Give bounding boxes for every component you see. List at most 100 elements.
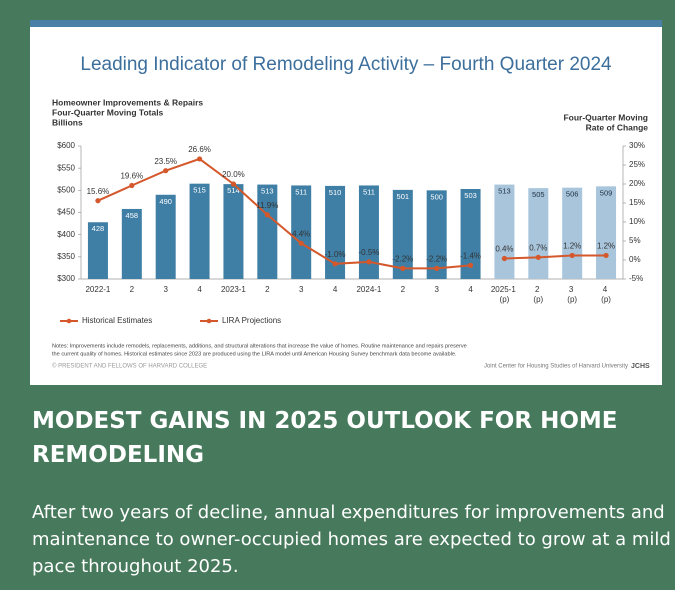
x-tick-label: 2 (p) xyxy=(533,285,543,304)
bar-value-label: 490 xyxy=(159,197,172,206)
y2-tick-label: 15% xyxy=(629,198,645,207)
legend-marker xyxy=(66,318,72,324)
x-tick-label: 2025-1 (p) xyxy=(491,285,518,304)
line-value-label: 26.6% xyxy=(188,145,211,154)
line-series xyxy=(97,157,471,270)
x-tick-label: 4 xyxy=(197,285,202,294)
top-bar xyxy=(30,20,662,27)
y2-axis-title: Rate of Change xyxy=(586,122,649,132)
line-point xyxy=(196,156,203,162)
y2-tick-label: 25% xyxy=(629,160,645,169)
y-axis-title: Four-Quarter Moving Totals xyxy=(52,107,164,117)
bar-value-label: 505 xyxy=(532,190,545,199)
y2-tick-label: -5% xyxy=(629,274,643,283)
line-value-label: -0.5% xyxy=(358,248,379,257)
bar-value-label: 513 xyxy=(261,187,274,196)
line-value-label: 1.2% xyxy=(563,242,581,251)
line-point xyxy=(535,254,541,260)
y2-tick-label: 10% xyxy=(629,217,645,226)
y-tick-label: $600 xyxy=(57,141,75,150)
bar xyxy=(223,184,244,279)
line-point xyxy=(95,198,101,204)
bar-value-label: 503 xyxy=(464,191,477,200)
y2-tick-label: 20% xyxy=(629,179,645,188)
bar-value-label: 500 xyxy=(430,192,443,201)
line-point xyxy=(298,240,304,246)
x-tick-label: 2 xyxy=(401,285,406,294)
x-tick-label: 3 xyxy=(434,285,439,294)
line-point xyxy=(569,252,575,259)
bar xyxy=(121,208,142,279)
y2-tick-label: 0% xyxy=(629,255,641,264)
line-point xyxy=(129,182,135,189)
legend-label: LIRA Projections xyxy=(222,316,281,325)
bar-value-label: 515 xyxy=(193,186,206,195)
chart: Leading Indicator of Remodeling Activity… xyxy=(30,20,662,370)
bar-value-label: 511 xyxy=(363,187,375,196)
bar-value-label: 501 xyxy=(397,192,410,201)
bar-value-label: 458 xyxy=(126,211,139,220)
line-value-label: -1.0% xyxy=(325,250,346,259)
y2-tick-label: 5% xyxy=(629,236,641,245)
line-point xyxy=(434,265,440,271)
bar xyxy=(460,189,481,279)
line-value-label: -1.4% xyxy=(460,251,481,260)
bar-value-label: 506 xyxy=(566,190,579,199)
bar xyxy=(87,222,108,279)
y-axis-title: Homeowner Improvements & Repairs xyxy=(52,97,203,107)
y-tick-label: $350 xyxy=(57,252,75,261)
y-tick-label: $300 xyxy=(57,274,75,283)
bar xyxy=(392,189,413,279)
bar xyxy=(426,190,447,279)
copyright: © PRESIDENT AND FELLOWS OF HARVARD COLLE… xyxy=(52,363,207,370)
x-tick-label: 2 xyxy=(130,285,135,294)
legend-marker xyxy=(206,318,212,324)
bar xyxy=(257,184,278,279)
line-value-label: -2.2% xyxy=(426,254,447,263)
y-tick-label: $500 xyxy=(57,185,75,194)
x-tick-label: 4 (p) xyxy=(601,285,611,304)
line-value-label: 15.6% xyxy=(87,187,110,196)
line-series xyxy=(504,254,607,260)
heading: MODEST GAINS IN 2025 OUTLOOK FOR HOME RE… xyxy=(32,408,618,468)
chart-card: Leading Indicator of Remodeling Activity… xyxy=(30,20,662,385)
bar xyxy=(494,184,515,279)
line-value-label: 23.5% xyxy=(154,157,177,166)
x-tick-label: 4 xyxy=(468,285,473,294)
x-tick-label: 2022-1 xyxy=(85,285,110,294)
bar xyxy=(596,186,617,279)
x-tick-label: 4 xyxy=(333,285,338,294)
body-text: After two years of decline, annual expen… xyxy=(32,502,671,577)
bar-value-label: 428 xyxy=(92,224,105,233)
bar xyxy=(528,188,549,279)
line-value-label: 0.7% xyxy=(529,243,547,252)
x-tick-label: 2024-1 xyxy=(356,285,381,294)
y-tick-label: $400 xyxy=(57,230,75,239)
line-point xyxy=(230,181,237,187)
line-value-label: 11.9% xyxy=(256,201,278,210)
line-value-label: 0.4% xyxy=(495,245,513,254)
x-tick-label: 3 xyxy=(299,285,304,294)
bar-value-label: 509 xyxy=(600,188,613,197)
x-tick-label: 2 xyxy=(265,285,270,294)
bar xyxy=(358,185,379,279)
bar-value-label: 511 xyxy=(295,187,307,196)
notes: Notes: Improvements include remodels, re… xyxy=(52,343,467,349)
x-tick-label: 2023-1 xyxy=(221,285,246,294)
y2-axis-title: Four-Quarter Moving xyxy=(563,112,648,122)
chart-title: Leading Indicator of Remodeling Activity… xyxy=(80,54,612,75)
line-point xyxy=(400,265,406,271)
bar xyxy=(325,185,346,279)
y-tick-label: $450 xyxy=(57,208,75,217)
line-point xyxy=(332,261,338,267)
y-tick-label: $550 xyxy=(57,163,75,172)
line-value-label: 4.4% xyxy=(292,229,310,238)
line-point xyxy=(264,212,270,218)
line-value-label: 19.6% xyxy=(120,172,143,181)
logo: JCHS xyxy=(631,363,650,370)
line-value-label: 20.0% xyxy=(222,170,245,179)
line-point xyxy=(366,259,372,265)
line-point xyxy=(467,262,474,268)
x-tick-label: 3 xyxy=(163,285,168,294)
